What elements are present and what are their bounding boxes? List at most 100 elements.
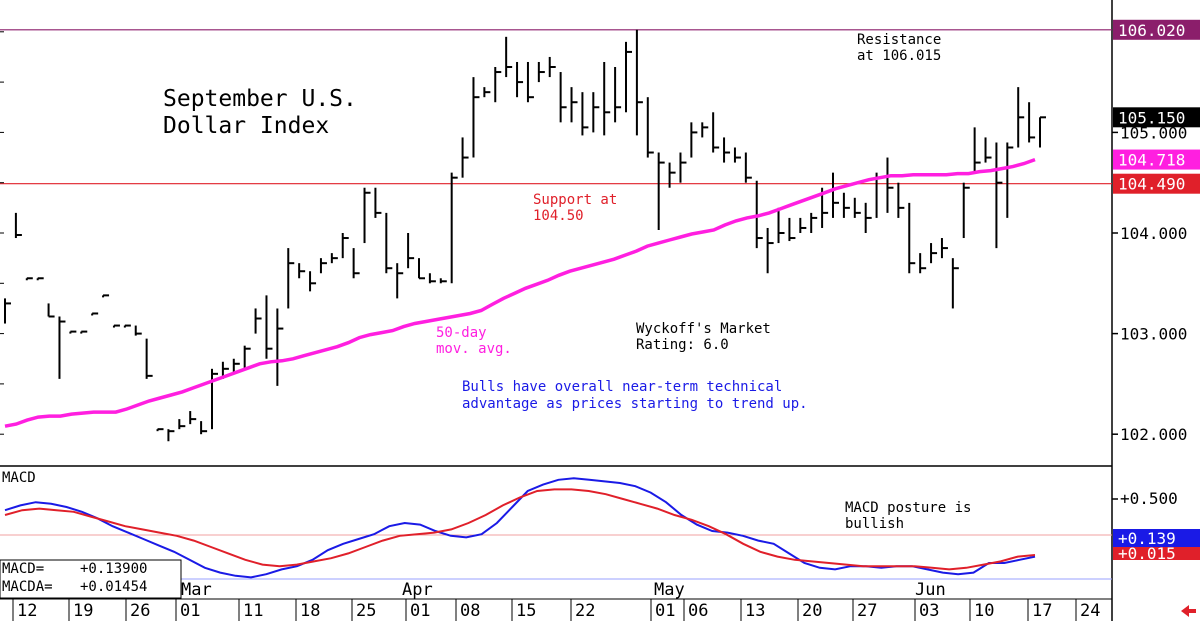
price-bar: [428, 273, 436, 284]
price-bar: [102, 294, 110, 298]
macd-annotation: MACD posture is bullish: [845, 500, 980, 532]
price-bar: [14, 212, 22, 239]
price-bar: [287, 248, 295, 309]
resistance-value-box: 106.020: [1113, 19, 1200, 40]
month-label: Jun: [915, 580, 946, 600]
x-tick-label: 20: [802, 601, 822, 621]
macd-readout-value: +0.13900: [80, 561, 147, 577]
price-bar: [603, 61, 611, 136]
price-bar: [418, 258, 425, 280]
wyckoff-rating: Wyckoff's Market Rating: 6.0: [636, 321, 779, 353]
x-tick-label: 18: [300, 601, 320, 621]
price-bar: [951, 258, 959, 309]
price-bar: [330, 253, 338, 264]
chart-title: September U.S. Dollar Index: [163, 86, 371, 139]
price-bar: [189, 411, 197, 425]
x-tick-label: 11: [243, 601, 263, 621]
svg-text:+0.139: +0.139: [1118, 529, 1176, 548]
price-bar: [940, 238, 948, 259]
price-bar: [36, 277, 44, 281]
price-bar: [363, 187, 371, 244]
price-bar: [472, 77, 480, 158]
price-bar: [570, 87, 578, 123]
x-tick-label: 17: [1032, 601, 1052, 621]
price-bar: [178, 419, 186, 430]
price-bar: [592, 92, 600, 133]
price-bar: [733, 147, 741, 163]
y-tick-label: 102.000: [1120, 425, 1187, 444]
price-bar: [526, 61, 534, 103]
macda-readout-label: MACDA=: [2, 579, 53, 595]
price-bar: [646, 97, 654, 158]
x-tick-label: 25: [356, 601, 376, 621]
price-bar: [58, 316, 66, 379]
price-bar: [80, 330, 88, 334]
price-bar: [1006, 142, 1014, 218]
price-bar: [69, 330, 77, 334]
svg-text:+0.015: +0.015: [1118, 544, 1176, 563]
price-bar: [712, 112, 720, 153]
x-tick-label: 13: [745, 601, 765, 621]
svg-text:MACD= +0.13900 MAC: MACD= +0.13900 MACDA= +0.01454: [2, 561, 156, 595]
price-bar: [799, 217, 807, 233]
macda-readout-value: +0.01454: [80, 579, 147, 595]
price-bar: [614, 67, 622, 123]
x-tick-label: 15: [516, 601, 536, 621]
price-bar: [548, 56, 556, 78]
x-tick-label: 22: [575, 601, 595, 621]
month-label: May: [654, 580, 685, 600]
moving-average-line: [4, 157, 1036, 428]
y-tick-label: 104.000: [1120, 224, 1187, 243]
price-bar: [211, 368, 218, 430]
price-bar: [156, 428, 164, 432]
price-bar: [788, 217, 796, 242]
price-bar: [723, 137, 731, 163]
month-label: Mar: [181, 580, 212, 600]
macd-value-box: +0.139: [1113, 529, 1200, 548]
price-bar: [265, 295, 273, 359]
price-bar: [984, 137, 992, 163]
price-bar: [657, 152, 665, 230]
price-bar: [319, 258, 327, 274]
price-bar: [25, 277, 33, 281]
svg-text:106.020: 106.020: [1118, 21, 1185, 40]
price-bar: [995, 142, 1003, 249]
bulls-commentary: Bulls have overall near-term technical a…: [462, 379, 808, 412]
price-bar: [4, 298, 11, 324]
price-bar: [309, 271, 317, 292]
price-bar: [407, 233, 415, 269]
price-bar: [374, 187, 382, 218]
price-bar: [483, 87, 491, 98]
price-bar: [232, 358, 240, 374]
price-bar: [908, 202, 916, 274]
price-bar: [973, 127, 981, 173]
price-bar: [832, 172, 839, 218]
price-bar: [1028, 102, 1036, 143]
support-annotation: Support at 104.50: [533, 192, 626, 224]
price-panel: [0, 29, 1112, 442]
price-bar: [461, 137, 469, 178]
price-bar: [352, 248, 360, 279]
price-bar: [145, 338, 153, 379]
x-tick-label: 08: [460, 601, 480, 621]
price-bar: [385, 212, 393, 274]
x-tick-label: 19: [73, 601, 93, 621]
price-bar: [341, 233, 349, 259]
price-bar: [254, 308, 262, 334]
price-bar: [47, 303, 55, 318]
support-value-box: 104.490: [1113, 173, 1200, 194]
y-tick-label: 105.000: [1120, 123, 1187, 142]
price-bar: [298, 263, 306, 279]
price-bar: [581, 92, 589, 136]
price-bar: [930, 243, 938, 264]
macda-value-box: +0.015: [1113, 544, 1200, 563]
price-bar: [777, 207, 785, 244]
price-bar: [842, 192, 850, 218]
price-bar: [243, 345, 251, 369]
price-bar: [134, 325, 142, 336]
price-bar: [635, 29, 643, 136]
scroll-left-arrow-icon[interactable]: [1181, 605, 1196, 617]
svg-text:104.490: 104.490: [1118, 175, 1185, 194]
x-tick-label: 27: [857, 601, 877, 621]
